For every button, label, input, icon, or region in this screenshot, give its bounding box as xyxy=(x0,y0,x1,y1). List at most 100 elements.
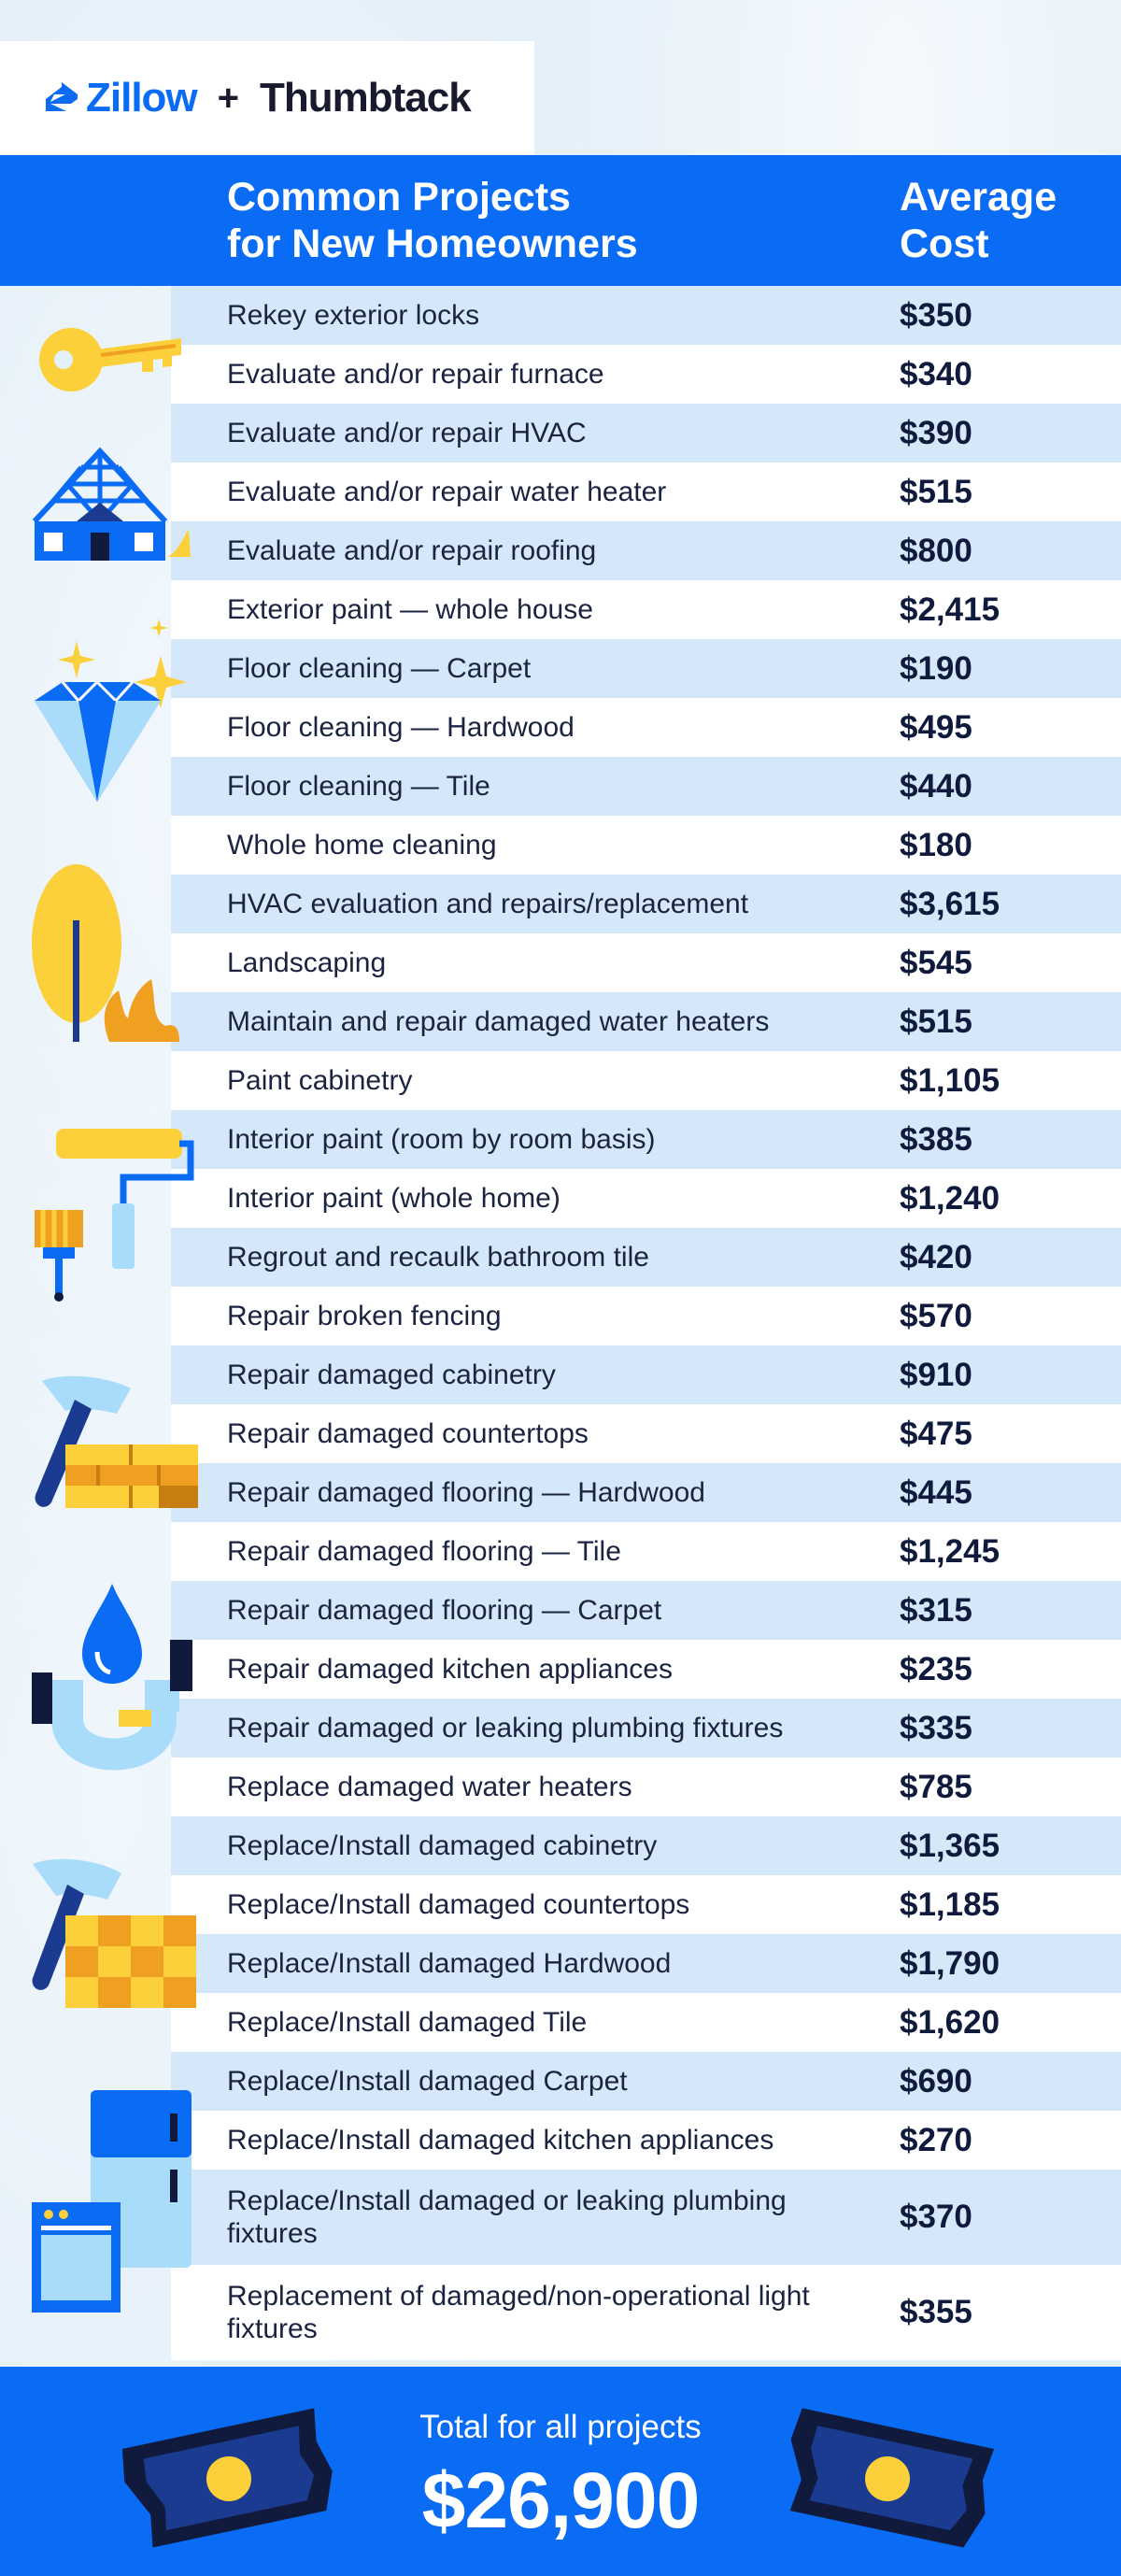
total-label: Total for all projects xyxy=(419,2409,702,2445)
project-name: Interior paint (room by room basis) xyxy=(227,1124,656,1155)
table-row: Repair damaged cabinetry $910 xyxy=(171,1345,1121,1404)
project-cost: $785 xyxy=(900,1768,972,1805)
table-row: Rekey exterior locks $350 xyxy=(171,286,1121,345)
table-row: Replace/Install damaged kitchen applianc… xyxy=(171,2111,1121,2170)
table-row: Replacement of damaged/non-operational l… xyxy=(171,2265,1121,2360)
table-row: Exterior paint — whole house $2,415 xyxy=(171,580,1121,639)
table-row: HVAC evaluation and repairs/replacement $… xyxy=(171,875,1121,933)
project-cost: $545 xyxy=(900,944,972,981)
thumbtack-wordmark: Thumbtack xyxy=(260,75,472,121)
tree-icon xyxy=(32,864,179,1042)
total-footer: Total for all projects $26,900 xyxy=(0,2367,1121,2576)
project-name: Replace/Install damaged kitchen applianc… xyxy=(227,2125,774,2156)
project-name: Evaluate and/or repair furnace xyxy=(227,359,604,390)
project-name: Paint cabinetry xyxy=(227,1065,413,1096)
money-bill-icon xyxy=(121,2408,333,2548)
table-row: Repair damaged countertops $475 xyxy=(171,1404,1121,1463)
table-row: Evaluate and/or repair roofing $800 xyxy=(171,521,1121,580)
table-row: Maintain and repair damaged water heater… xyxy=(171,992,1121,1051)
project-name: Rekey exterior locks xyxy=(227,300,480,331)
projects-table: Rekey exterior locks $350 Evaluate and/or … xyxy=(171,286,1121,2360)
project-name: Repair damaged cabinetry xyxy=(227,1359,556,1390)
table-row: Repair damaged flooring — Carpet $315 xyxy=(171,1581,1121,1640)
zillow-logo: Zillow xyxy=(43,75,198,121)
brand-logo-bar: Zillow + Thumbtack xyxy=(0,41,534,155)
table-row: Evaluate and/or repair water heater $515 xyxy=(171,463,1121,521)
table-row: Landscaping $545 xyxy=(171,933,1121,992)
table-row: Replace damaged water heaters $785 xyxy=(171,1758,1121,1816)
table-row: Replace/Install damaged or leaking plumb… xyxy=(171,2170,1121,2265)
project-cost: $1,245 xyxy=(900,1532,1000,1570)
money-bill-icon xyxy=(789,2408,995,2548)
table-row: Replace/Install damaged cabinetry $1,365 xyxy=(171,1816,1121,1875)
paint-roller-icon xyxy=(35,1129,194,1302)
project-cost: $515 xyxy=(900,473,972,510)
hammer-tiles-icon xyxy=(32,1858,196,2008)
project-name: Floor cleaning — Carpet xyxy=(227,653,532,684)
project-name: Repair damaged flooring — Tile xyxy=(227,1536,621,1567)
table-row: Repair damaged or leaking plumbing fixtu… xyxy=(171,1699,1121,1758)
project-cost: $800 xyxy=(900,532,972,569)
table-row: Regrout and recaulk bathroom tile $420 xyxy=(171,1228,1121,1287)
table-header: Common Projects for New Homeowners Avera… xyxy=(0,155,1121,286)
project-cost: $235 xyxy=(900,1650,972,1687)
table-row: Floor cleaning — Hardwood $495 xyxy=(171,698,1121,757)
header-title-line2: for New Homeowners xyxy=(227,221,638,266)
project-cost: $270 xyxy=(900,2121,972,2158)
table-row: Repair damaged kitchen appliances $235 xyxy=(171,1640,1121,1699)
logo-plus: + xyxy=(217,77,240,119)
key-icon xyxy=(39,328,181,391)
table-row: Replace/Install damaged countertops $1,18… xyxy=(171,1875,1121,1934)
project-name: Interior paint (whole home) xyxy=(227,1183,560,1214)
project-name: Replace/Install damaged Carpet xyxy=(227,2066,628,2097)
project-cost: $1,620 xyxy=(900,2003,1000,2041)
project-name: Repair damaged flooring — Hardwood xyxy=(227,1477,705,1508)
project-cost: $690 xyxy=(900,2062,972,2099)
project-name: Repair broken fencing xyxy=(227,1301,502,1331)
zillow-wordmark: Zillow xyxy=(86,75,198,121)
project-cost: $570 xyxy=(900,1297,972,1334)
table-row: Replace/Install damaged Carpet $690 xyxy=(171,2052,1121,2111)
project-cost: $315 xyxy=(900,1591,972,1629)
project-cost: $340 xyxy=(900,355,972,392)
project-cost: $180 xyxy=(900,826,972,863)
project-name: Replace/Install damaged cabinetry xyxy=(227,1830,658,1861)
column-header-cost: Average Cost xyxy=(900,174,1105,267)
table-row: Repair broken fencing $570 xyxy=(171,1287,1121,1345)
project-name: Replacement of damaged/non-operational l… xyxy=(227,2281,810,2344)
project-cost: $495 xyxy=(900,708,972,746)
project-cost: $1,105 xyxy=(900,1061,1000,1099)
table-row: Paint cabinetry $1,105 xyxy=(171,1051,1121,1110)
table-row: Whole home cleaning $180 xyxy=(171,816,1121,875)
project-name: Floor cleaning — Tile xyxy=(227,771,490,802)
project-cost: $440 xyxy=(900,767,972,804)
project-cost: $370 xyxy=(900,2199,972,2235)
project-name: Landscaping xyxy=(227,947,387,978)
project-cost: $350 xyxy=(900,296,972,334)
project-name: Repair damaged kitchen appliances xyxy=(227,1654,673,1685)
project-cost: $355 xyxy=(900,2294,972,2330)
project-name: Replace damaged water heaters xyxy=(227,1772,632,1802)
table-row: Evaluate and/or repair HVAC $390 xyxy=(171,404,1121,463)
project-name: Regrout and recaulk bathroom tile xyxy=(227,1242,649,1273)
project-cost: $515 xyxy=(900,1003,972,1040)
project-name: Maintain and repair damaged water heater… xyxy=(227,1006,770,1037)
project-name: Evaluate and/or repair roofing xyxy=(227,535,597,566)
table-row: Floor cleaning — Carpet $190 xyxy=(171,639,1121,698)
project-cost: $475 xyxy=(900,1415,972,1452)
project-cost: $335 xyxy=(900,1709,972,1746)
project-name: Exterior paint — whole house xyxy=(227,594,593,625)
project-cost: $445 xyxy=(900,1473,972,1511)
project-name: Repair damaged countertops xyxy=(227,1418,589,1449)
project-cost: $2,415 xyxy=(900,591,1000,628)
fridge-oven-icon xyxy=(32,2090,192,2313)
project-name: Replace/Install damaged Hardwood xyxy=(227,1948,672,1979)
table-row: Replace/Install damaged Hardwood $1,790 xyxy=(171,1934,1121,1993)
project-cost: $1,790 xyxy=(900,1944,1000,1982)
project-name: Repair damaged flooring — Carpet xyxy=(227,1595,662,1626)
project-cost: $3,615 xyxy=(900,885,1000,922)
column-header-projects: Common Projects for New Homeowners xyxy=(227,174,750,267)
table-row: Repair damaged flooring — Hardwood $445 xyxy=(171,1463,1121,1522)
project-name: Floor cleaning — Hardwood xyxy=(227,712,575,743)
